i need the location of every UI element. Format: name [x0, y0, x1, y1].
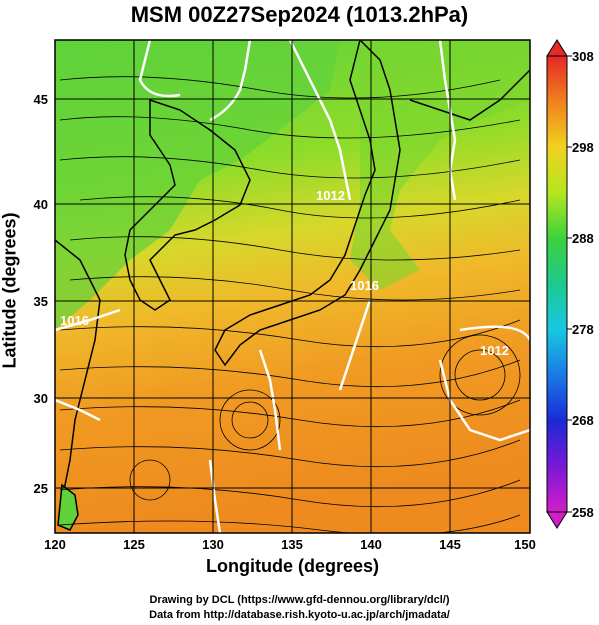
- contour-label: 1012: [480, 343, 509, 358]
- hokkaido-coastline: [409, 69, 530, 121]
- lat-lon-grid: [55, 40, 530, 533]
- y-tick-label: 35: [34, 294, 48, 309]
- colorbar-label: 258: [572, 505, 594, 520]
- x-tick-label: 145: [439, 537, 461, 552]
- sea-region: [350, 40, 530, 290]
- colorbar-label: 278: [572, 322, 594, 337]
- chart-title: MSM 00Z27Sep2024 (1013.2hPa): [130, 2, 469, 27]
- x-tick-label: 135: [281, 537, 303, 552]
- wind-streamlines: [59, 76, 521, 533]
- x-tick-label: 140: [360, 537, 382, 552]
- colorbar-label: 268: [572, 413, 594, 428]
- x-tick-labels: 120 125 130 135 140 145 150: [44, 537, 536, 552]
- x-tick-label: 125: [123, 537, 145, 552]
- x-tick-label: 150: [514, 537, 536, 552]
- data-source-line: Data from http://database.rish.kyoto-u.a…: [149, 609, 450, 621]
- china-coastline: [55, 239, 101, 501]
- colorbar-top-arrow: [546, 39, 568, 57]
- contour-label: 1016: [60, 313, 89, 328]
- y-tick-labels: 25 30 35 40 45: [34, 92, 48, 496]
- colorbar-label: 298: [572, 140, 594, 155]
- contour-label: 1012: [316, 188, 345, 203]
- colorbar-bottom-arrow: [546, 511, 568, 529]
- colorbar-label: 308: [572, 49, 594, 64]
- y-axis-label: Latitude (degrees): [0, 212, 20, 369]
- plot-frame: [54, 39, 531, 534]
- colorbar: [546, 39, 572, 529]
- y-tick-label: 25: [34, 481, 48, 496]
- colorbar-label: 288: [572, 231, 594, 246]
- isobars: [55, 40, 530, 533]
- taiwan-coastline: [57, 483, 79, 531]
- x-axis-label: Longitude (degrees): [205, 556, 379, 576]
- japan-coastline: [214, 40, 401, 367]
- y-tick-label: 45: [34, 92, 48, 107]
- contour-labels: 1012 1016 1016 1012: [60, 188, 509, 358]
- x-tick-label: 130: [202, 537, 224, 552]
- y-tick-label: 30: [34, 391, 48, 406]
- y-tick-label: 40: [34, 197, 48, 212]
- colorbar-scale: [546, 55, 568, 513]
- credit-line: Drawing by DCL (https://www.gfd-dennou.o…: [149, 594, 450, 606]
- colorbar-labels: 308 298 288 278 268 258: [572, 49, 594, 520]
- korea-coastline: [124, 98, 251, 311]
- x-tick-label: 120: [44, 537, 66, 552]
- contour-label: 1016: [350, 278, 379, 293]
- plot-area: [55, 40, 530, 533]
